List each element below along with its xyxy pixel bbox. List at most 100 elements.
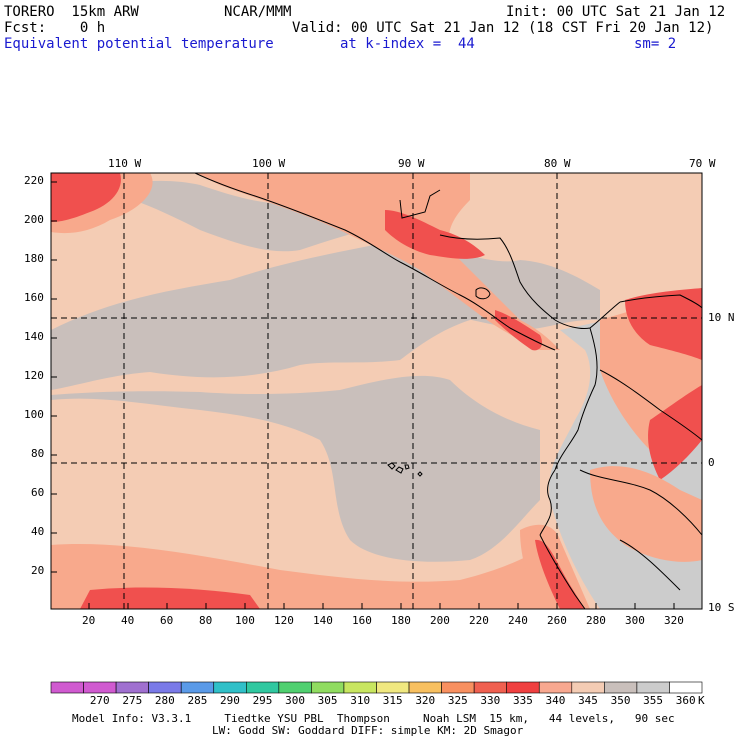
y-label-40: 40 <box>31 525 45 538</box>
hot-patch-peru <box>535 539 585 609</box>
legend-swatch <box>538 681 573 694</box>
legend-swatch <box>636 681 670 694</box>
legend-swatch <box>115 681 149 694</box>
valid-time: Valid: 00 UTC Sat 21 Jan 12 (18 CST Fri … <box>292 20 714 36</box>
model-info: Model Info: V3.3.1 Tiedtke YSU PBL Thomp… <box>72 712 675 725</box>
ocean-cool-north <box>100 180 390 252</box>
legend-swatch <box>311 681 345 694</box>
x-label-40: 40 <box>121 614 135 627</box>
lon-label-100w: 100 W <box>252 157 286 170</box>
x-label-80: 80 <box>199 614 213 627</box>
lon-label-110w: 110 W <box>108 157 142 170</box>
y-label-100: 100 <box>24 408 44 421</box>
legend-swatch <box>506 681 540 694</box>
legend-label: 345 <box>578 694 598 707</box>
ocean-warm-field <box>51 173 702 609</box>
legend-label: 350 <box>610 694 631 707</box>
galapagos-islands <box>387 462 423 477</box>
hot-patch-sw <box>80 587 260 609</box>
legend-label: 340 <box>545 694 566 707</box>
x-label-280: 280 <box>586 614 606 627</box>
x-label-320: 320 <box>664 614 684 627</box>
legend-swatch <box>343 681 377 694</box>
lon-label-70w: 70 W <box>689 157 716 170</box>
y-label-180: 180 <box>24 252 44 265</box>
coastline-colombia-pacific <box>554 327 598 471</box>
k-index: at k-index = 44 <box>340 36 475 52</box>
legend-swatch <box>50 681 84 694</box>
land-central-america <box>195 173 560 350</box>
hot-patch-guatemala <box>385 210 485 259</box>
lat-label-10n: 10 N <box>708 311 735 324</box>
lat-label-0: 0 <box>708 456 715 469</box>
coastline-central-america <box>399 261 556 351</box>
x-label-120: 120 <box>274 614 294 627</box>
legend-label: 285 <box>187 694 208 707</box>
legend-label: 315 <box>382 694 403 707</box>
y-label-220: 220 <box>24 174 44 187</box>
x-label-140: 140 <box>313 614 333 627</box>
legend-unit: K <box>698 694 705 707</box>
x-label-160: 160 <box>352 614 372 627</box>
legend-swatch <box>441 681 475 694</box>
land-south-america <box>549 300 702 609</box>
legend-swatch <box>571 681 605 694</box>
legend-label: 295 <box>252 694 273 707</box>
y-label-80: 80 <box>31 447 45 460</box>
x-label-300: 300 <box>625 614 645 627</box>
x-label-240: 240 <box>508 614 528 627</box>
warm-patch-peru <box>520 524 590 609</box>
warm-patch-nw <box>51 173 153 234</box>
legend-swatch <box>180 681 215 694</box>
coastline-mexico <box>194 173 401 263</box>
legend-swatch <box>148 681 182 694</box>
legend-label: 355 <box>643 694 664 707</box>
legend-swatch <box>83 681 117 694</box>
field-name: Equivalent potential temperature <box>4 36 274 52</box>
y-label-60: 60 <box>31 486 45 499</box>
legend-label: 360 <box>675 694 696 707</box>
hot-patch-venezuela <box>625 288 702 360</box>
physics-info: LW: Godd SW: Goddard DIFF: simple KM: 2D… <box>212 724 524 737</box>
legend-swatch <box>473 681 507 694</box>
model-title: TORERO 15km ARW <box>4 4 139 20</box>
forecast-hour: Fcst: 0 h <box>4 20 106 36</box>
coastline-yucatan <box>399 189 441 219</box>
border-peru-brazil <box>579 469 702 536</box>
lat-label-10s: 10 S <box>708 601 735 614</box>
y-label-120: 120 <box>24 369 44 382</box>
legend-swatch <box>246 681 280 694</box>
smoothing: sm= 2 <box>634 36 677 52</box>
x-label-60: 60 <box>160 614 174 627</box>
legend-swatch <box>669 681 703 694</box>
legend-label: 320 <box>415 694 436 707</box>
map-frame <box>50 172 703 610</box>
ocean-cool-band <box>51 239 470 390</box>
coastline-caribbean <box>439 234 556 321</box>
x-label-100: 100 <box>235 614 255 627</box>
ocean-cool-east <box>440 250 600 330</box>
lon-label-80w: 80 W <box>544 157 571 170</box>
y-label-20: 20 <box>31 564 45 577</box>
legend-swatch <box>376 681 410 694</box>
y-label-200: 200 <box>24 213 44 226</box>
hot-patch-nw <box>51 173 121 222</box>
coastline-peru <box>539 534 586 609</box>
legend-label: 280 <box>154 694 175 707</box>
legend-swatch <box>408 681 442 694</box>
x-label-220: 220 <box>469 614 489 627</box>
coastline-ecuador <box>539 469 556 536</box>
lon-label-90w: 90 W <box>398 157 425 170</box>
legend-label: 305 <box>317 694 338 707</box>
y-label-140: 140 <box>24 330 44 343</box>
warm-patch-south <box>51 544 560 609</box>
x-label-200: 200 <box>430 614 450 627</box>
legend-label: 300 <box>285 694 305 707</box>
x-label-180: 180 <box>391 614 411 627</box>
legend-label: 330 <box>480 694 501 707</box>
legend-label: 270 <box>89 694 110 707</box>
border-andes <box>599 369 702 441</box>
ocean-cool-lower <box>51 375 540 562</box>
init-time: Init: 00 UTC Sat 21 Jan 12 <box>506 4 726 20</box>
